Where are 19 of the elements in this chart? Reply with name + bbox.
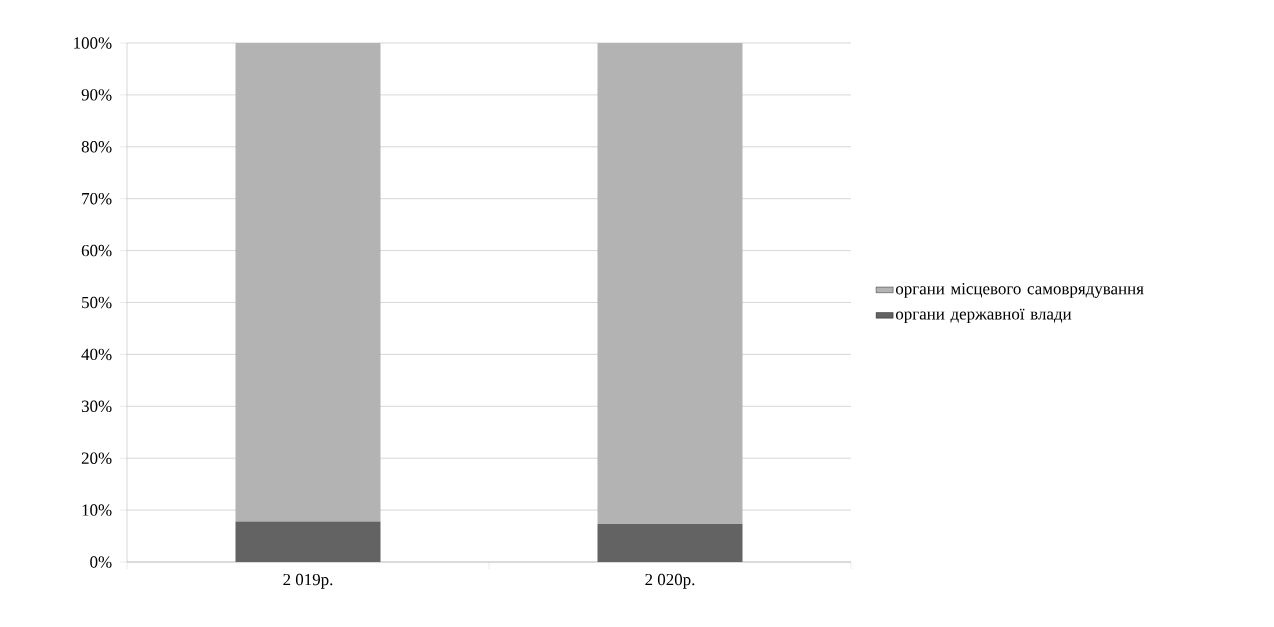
y-tick-label: 20% (81, 452, 112, 464)
y-tick-label: 70% (82, 192, 112, 205)
y-tick-label: 10% (82, 504, 112, 516)
bar (597, 524, 743, 562)
y-tick-label: 90% (81, 89, 112, 101)
y-tick-label: 0% (90, 556, 112, 568)
legend-label: органи місцевого самоврядування (895, 283, 1144, 298)
y-tick-label: 50% (82, 296, 112, 309)
x-tick-label: 2 020р. (645, 573, 695, 589)
y-tick-label: 60% (81, 244, 112, 257)
y-tick-label: 30% (81, 400, 112, 413)
bar (597, 42, 743, 525)
bar (235, 42, 381, 522)
bar (235, 521, 381, 562)
y-tick-label: 80% (81, 141, 112, 153)
y-tick-label: 40% (81, 348, 112, 361)
x-tick-label: 2 019р. (283, 573, 333, 589)
y-tick-label: 100% (74, 37, 112, 49)
legend-label: органи державної влади (895, 308, 1072, 324)
